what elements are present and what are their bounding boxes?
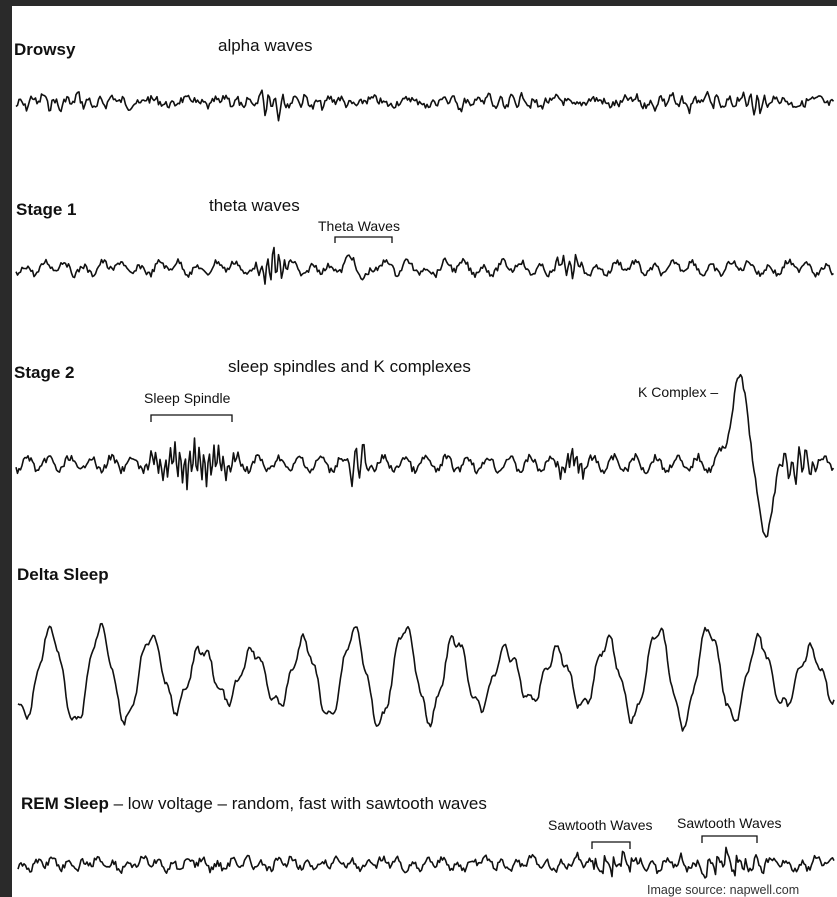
waveform-stage1 [15,246,834,285]
stage-header-rem: REM Sleep – low voltage – random, fast w… [21,794,487,814]
bracket-theta-waves [334,236,393,243]
annotation-sawtooth-waves-1: Sawtooth Waves [548,817,653,833]
annotation-k-complex: K Complex – [638,384,719,400]
waveform-delta [17,622,835,732]
stage-title-rem: REM Sleep [21,794,109,813]
annotation-sleep-spindle: Sleep Spindle [144,390,231,406]
eeg-trace-drowsy [15,89,835,122]
source-credit: Image source: napwell.com [647,883,800,897]
stage-description-rem: – low voltage – random, fast with sawtoo… [108,794,487,813]
stage-title-drowsy: Drowsy [14,40,76,59]
bracket-sawtooth-1 [591,841,631,849]
waveform-rem [17,846,835,879]
stage-description-stage2: sleep spindles and K complexes [228,357,471,376]
annotation-theta-waves: Theta Waves [318,218,400,234]
eeg-trace-stage2 [15,373,835,538]
waveform-drowsy [15,89,835,122]
eeg-trace-delta [17,622,835,732]
stage-description-drowsy: alpha waves [218,36,313,55]
stage-title-delta: Delta Sleep [17,565,109,584]
annotation-sawtooth-waves-2: Sawtooth Waves [677,815,782,831]
stage-title-stage1: Stage 1 [16,200,77,219]
stage-title-stage2: Stage 2 [14,363,75,382]
bracket-sleep-spindle [150,414,233,422]
eeg-trace-stage1 [15,236,834,285]
stage-description-stage1: theta waves [209,196,300,215]
eeg-trace-rem [17,835,835,879]
waveform-stage2 [15,373,835,538]
bracket-sawtooth-2 [701,835,758,843]
eeg-diagram: Drowsy alpha waves Stage 1 theta waves T… [12,6,837,897]
